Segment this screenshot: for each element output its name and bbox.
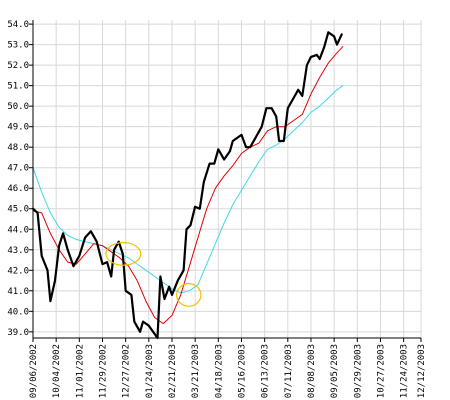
y-tick-label: 43.0 bbox=[7, 246, 29, 256]
x-tick-label: 05/16/2003 bbox=[237, 344, 247, 398]
y-tick-label: 47.0 bbox=[7, 164, 29, 174]
y-tick-label: 45.0 bbox=[7, 205, 29, 215]
y-tick-label: 40.0 bbox=[7, 307, 29, 317]
x-tick-label: 03/21/2003 bbox=[191, 344, 201, 398]
y-tick-label: 53.0 bbox=[7, 41, 29, 51]
x-tick-label: 11/24/2003 bbox=[400, 344, 410, 398]
y-tick-label: 49.0 bbox=[7, 123, 29, 133]
x-tick-label: 01/24/2003 bbox=[145, 344, 155, 398]
axes bbox=[32, 20, 421, 339]
y-tick-label: 46.0 bbox=[7, 184, 29, 194]
x-tick-label: 06/13/2003 bbox=[261, 344, 271, 398]
x-tick-label: 09/06/2002 bbox=[29, 344, 39, 398]
y-tick-label: 44.0 bbox=[7, 225, 29, 235]
plot-area bbox=[33, 20, 421, 338]
y-tick-label: 52.0 bbox=[7, 61, 29, 71]
y-axis-ticks: 39.0 40.0 41.0 42.0 43.0 44.0 45.0 46.0 47.0 48.0… bbox=[7, 20, 33, 338]
x-tick-label: 09/29/2003 bbox=[353, 344, 363, 398]
annotation-group bbox=[105, 241, 202, 307]
series-line-ma-long bbox=[32, 85, 344, 294]
grid-lines bbox=[32, 20, 422, 338]
x-tick-label: 11/29/2002 bbox=[98, 344, 108, 398]
y-tick-label: 50.0 bbox=[7, 102, 29, 112]
x-tick-label: 12/27/2002 bbox=[122, 344, 132, 398]
series-line-ma-short bbox=[32, 46, 344, 325]
y-tick-label: 51.0 bbox=[7, 82, 29, 92]
y-tick-label: 41.0 bbox=[7, 287, 29, 297]
x-tick-label: 08/08/2003 bbox=[307, 344, 317, 398]
highlight-ellipse bbox=[176, 283, 202, 307]
y-tick-label: 54.0 bbox=[7, 20, 29, 30]
highlight-ellipse bbox=[105, 241, 142, 266]
y-tick-label: 39.0 bbox=[7, 328, 29, 338]
x-tick-label: 12/12/2003 bbox=[417, 344, 427, 398]
x-tick-label: 09/05/2003 bbox=[330, 344, 340, 398]
x-tick-label: 04/18/2003 bbox=[214, 344, 224, 398]
x-tick-label: 02/21/2003 bbox=[168, 344, 178, 398]
x-tick-label: 07/11/2003 bbox=[284, 344, 294, 398]
x-tick-label: 10/27/2003 bbox=[376, 344, 386, 398]
series-group bbox=[31, 31, 344, 340]
y-tick-label: 42.0 bbox=[7, 266, 29, 276]
x-axis-ticks: 09/06/2002 10/04/2002 11/01/2002 11/29/2002… bbox=[29, 338, 427, 398]
x-tick-label: 11/01/2002 bbox=[75, 344, 85, 398]
y-tick-label: 48.0 bbox=[7, 143, 29, 153]
series-line-price bbox=[31, 31, 343, 340]
x-tick-label: 10/04/2002 bbox=[52, 344, 62, 398]
